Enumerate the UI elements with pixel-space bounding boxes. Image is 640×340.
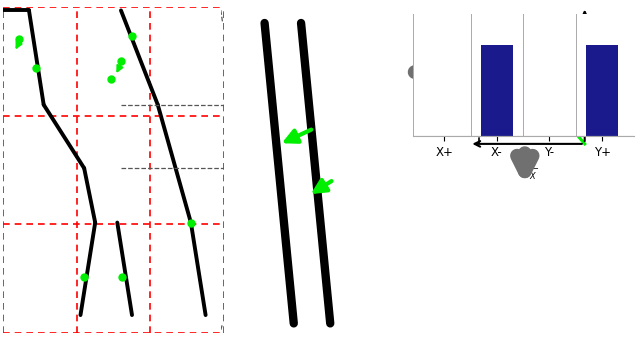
Bar [534, 45, 565, 136]
Bar [481, 45, 513, 136]
Text: $F_Y^+$: $F_Y^+$ [594, 56, 611, 75]
Bar [429, 45, 460, 136]
Text: $\bar{F}_X^-$: $\bar{F}_X^-$ [524, 164, 540, 182]
Bar [586, 45, 618, 136]
